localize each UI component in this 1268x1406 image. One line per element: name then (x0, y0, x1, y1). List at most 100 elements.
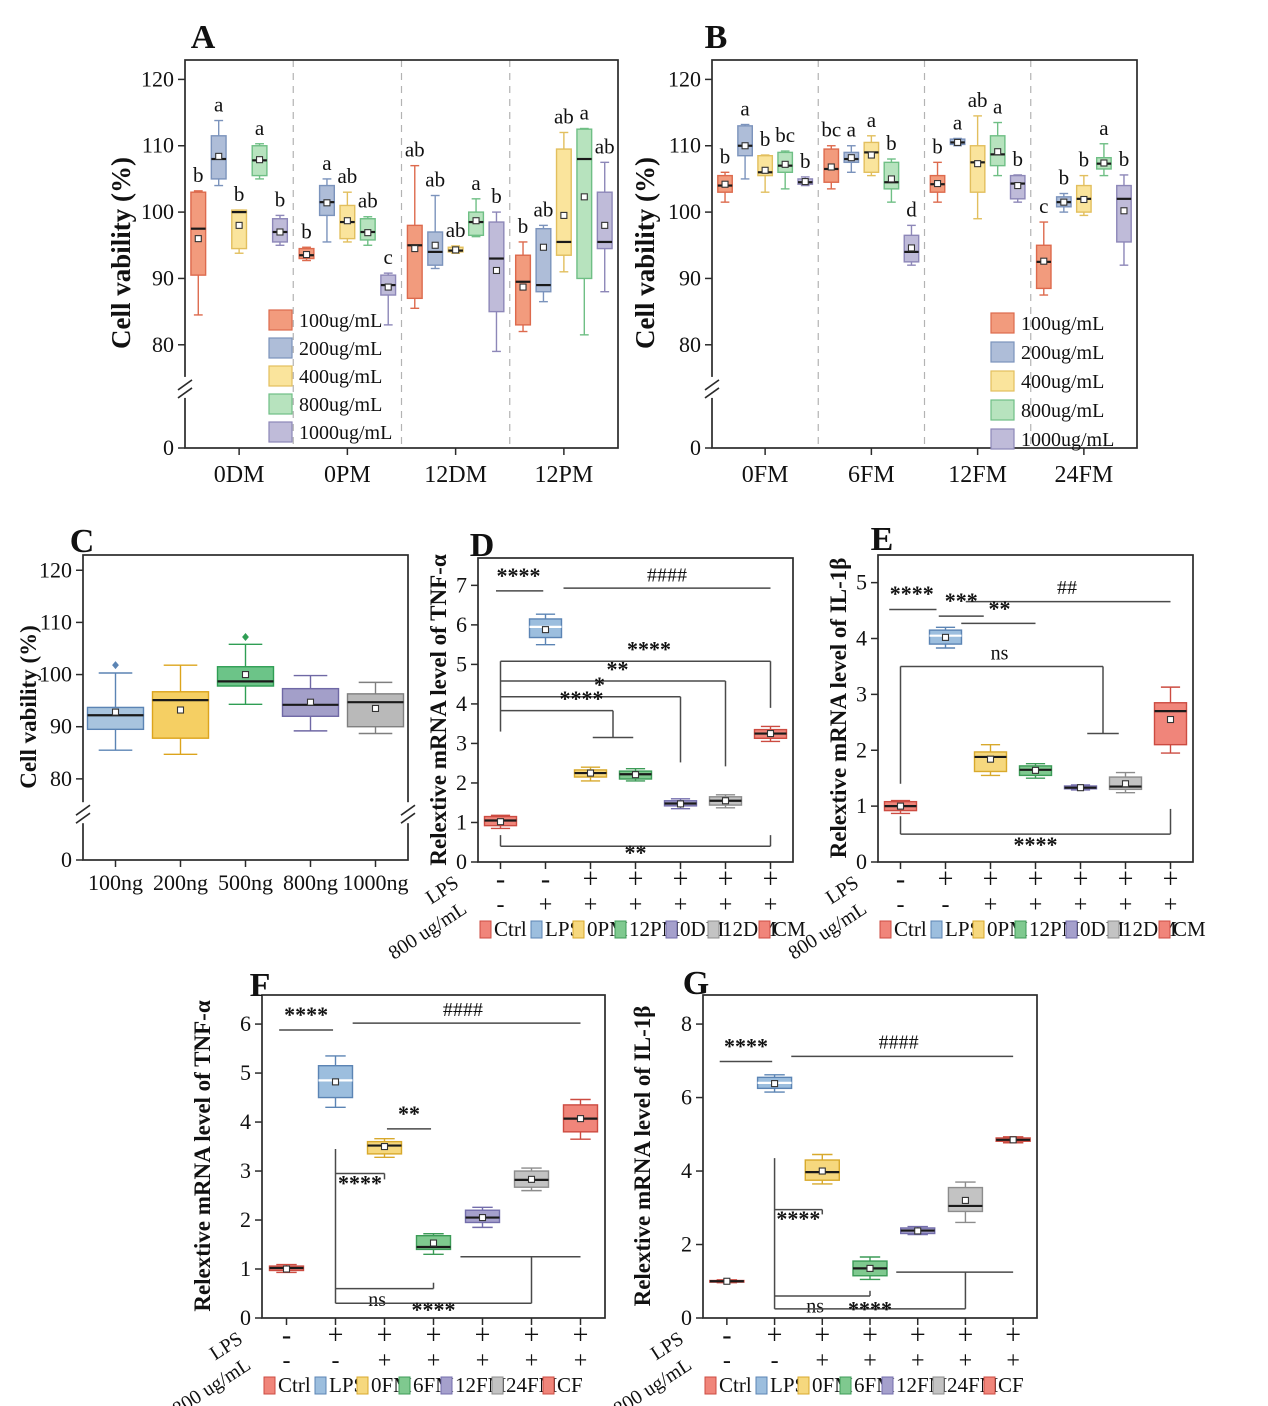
y-tick-label: 80 (152, 332, 174, 357)
box-12PM-1000ug/mL (596, 161, 613, 293)
legend-swatch-12FM (881, 1376, 894, 1395)
panel-C-chart: 0 80 90 100 110 120 100ng 200ng 500ng 800ng 1000ng… (16, 523, 416, 895)
legend-swatch-24FM (491, 1376, 504, 1395)
legend-swatch-200ug/mL (268, 337, 293, 359)
treatment-sign: + (584, 892, 598, 918)
y-tick-label: 100 (668, 199, 701, 224)
legend-label-100ug/mL: 100ug/mL (299, 310, 382, 332)
significance-letter: ab (425, 168, 445, 192)
box-LPS (317, 1055, 354, 1109)
x-tick-label: 500ng (218, 870, 273, 895)
significance-letter: b (1012, 147, 1023, 171)
y-tick-label: 1 (856, 793, 867, 818)
significance-letter: b (800, 149, 811, 173)
panel-label-C: C (70, 523, 95, 560)
box-Ctrl (883, 799, 918, 815)
box-12DM-100ug/mL (406, 164, 423, 310)
box-0PM (573, 766, 608, 782)
box-12DM (708, 794, 743, 809)
box-0DM (1063, 784, 1098, 792)
legend-swatch-LPS (930, 920, 943, 939)
box-12PM (1018, 762, 1053, 779)
significance-label: ** (398, 1101, 420, 1126)
box-12FM-100ug/mL (929, 161, 946, 203)
significance-label: ** (625, 840, 647, 865)
significance-label: **** (284, 1002, 328, 1027)
plot-frame (711, 59, 1138, 449)
significance-letter: a (255, 116, 265, 140)
legend-label-Ctrl: Ctrl (719, 1373, 752, 1397)
significance-bracket: #### (791, 1031, 1014, 1058)
treatment-sign: + (1163, 864, 1179, 895)
box-CF (995, 1136, 1031, 1144)
box-0PM-200ug/mL (318, 178, 336, 243)
significance-letter: b (886, 131, 897, 155)
treatment-sign: - (723, 1348, 731, 1374)
treatment-sign: + (718, 864, 734, 895)
box-12FM (900, 1225, 936, 1236)
significance-bracket: ns (774, 1290, 871, 1317)
y-tick-label: 110 (142, 133, 174, 158)
box-12PM-100ug/mL (514, 241, 532, 333)
treatment-sign: + (719, 892, 733, 918)
box-Ctrl (709, 1277, 745, 1285)
treatment-sign: + (1119, 892, 1133, 918)
legend-swatch-LPS (530, 920, 543, 939)
x-tick-label: 800ng (283, 870, 338, 895)
treatment-sign: + (475, 1320, 491, 1351)
y-tick-label: 0 (856, 849, 867, 874)
box-CM (753, 725, 788, 743)
y-tick-label: 5 (240, 1060, 251, 1085)
legend-swatch-0FM (797, 1376, 810, 1395)
treatment-sign: + (958, 1320, 974, 1351)
treatment-sign: - (771, 1348, 779, 1374)
y-tick-label: 6 (681, 1085, 692, 1110)
y-tick-label: 4 (681, 1158, 692, 1183)
legend-swatch-800ug/mL (268, 393, 293, 415)
significance-letter: ab (595, 134, 615, 158)
significance-label: **** (338, 1171, 382, 1196)
legend-swatch-CM (758, 920, 771, 939)
y-tick-label: 110 (669, 133, 701, 158)
box-0PM-100ug/mL (298, 246, 315, 262)
legend-swatch-0PM (972, 920, 985, 939)
treatment-sign: + (764, 892, 778, 918)
box-0FM-800ug/mL (777, 150, 794, 190)
treatment-sign: + (476, 1348, 490, 1374)
significance-letter: ab (446, 218, 466, 242)
legend-swatch-24FM (932, 1376, 945, 1395)
treatment-sign: + (628, 864, 644, 895)
box-12PM-200ug/mL (535, 224, 552, 303)
box-12DM-400ug/mL (447, 245, 464, 254)
significance-bracket: **** (719, 1033, 773, 1063)
significance-letter: b (518, 214, 529, 238)
significance-bracket: ## (965, 577, 1171, 603)
y-tick-label: 3 (240, 1158, 251, 1183)
treatment-sign: + (1005, 1320, 1021, 1351)
box-12DM-800ug/mL (467, 198, 485, 238)
significance-letter: ab (337, 164, 357, 188)
significance-letter: c (384, 245, 393, 269)
significance-bracket: ** (386, 1101, 432, 1130)
x-group-label: 12PM (535, 462, 594, 488)
box-6FM-200ug/mL (843, 145, 860, 173)
x-group-label: 0FM (742, 462, 789, 488)
legend-label-400ug/mL: 400ug/mL (1021, 371, 1104, 393)
treatment-sign: + (1028, 864, 1044, 895)
legend-label-200ug/mL: 200ug/mL (299, 338, 382, 360)
significance-label: ns (368, 1289, 386, 1311)
panel-label-D: D (470, 527, 495, 564)
panel-label-E: E (871, 521, 894, 558)
treatment-sign: + (911, 1348, 925, 1374)
y-tick-label: 2 (856, 737, 867, 762)
legend-swatch-12PM (614, 920, 627, 939)
treatment-sign: - (497, 892, 505, 918)
significance-label: * (594, 672, 605, 697)
significance-letter: b (1059, 166, 1070, 190)
legend-label-Ctrl: Ctrl (894, 917, 927, 941)
box-0DM-100ug/mL (190, 190, 207, 316)
significance-bracket: **** (496, 563, 544, 592)
box-0DM-200ug/mL (210, 119, 227, 187)
